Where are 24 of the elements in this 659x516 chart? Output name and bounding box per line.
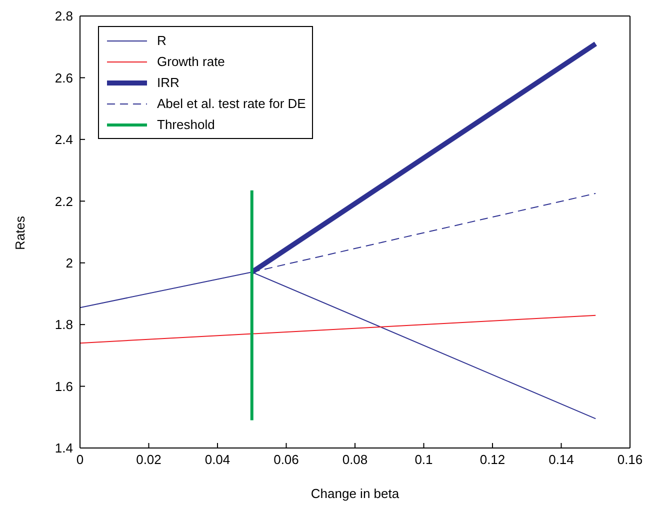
legend-label: R (157, 33, 166, 48)
y-tick-label: 1.4 (54, 440, 73, 456)
x-tick-label: 0.04 (204, 452, 230, 468)
x-tick-label: 0.08 (342, 452, 368, 468)
x-tick-label: 0.14 (548, 452, 574, 468)
x-tick-label: 0.1 (414, 452, 433, 468)
x-tick-label: 0.12 (480, 452, 506, 468)
y-tick-label: 2 (66, 255, 73, 270)
x-tick-label: 0 (76, 452, 84, 468)
y-tick-label: 1.6 (54, 378, 73, 394)
y-axis-title: Rates (12, 216, 28, 250)
legend-label: Growth rate (157, 54, 225, 69)
y-tick-label: 1.8 (54, 317, 73, 332)
legend-label: Threshold (157, 117, 215, 132)
x-tick-label: 0.02 (136, 452, 162, 468)
y-tick-label: 2.8 (54, 8, 73, 24)
x-axis-title: Change in beta (310, 486, 400, 501)
x-tick-label: 0.06 (274, 452, 299, 468)
y-tick-label: 2.4 (54, 132, 73, 148)
legend-label: IRR (157, 75, 180, 90)
y-tick-label: 2.2 (54, 194, 73, 209)
y-tick-label: 2.6 (54, 70, 73, 86)
legend-label: Abel et al. test rate for DE (157, 96, 306, 111)
x-tick-label: 0.16 (617, 452, 643, 468)
